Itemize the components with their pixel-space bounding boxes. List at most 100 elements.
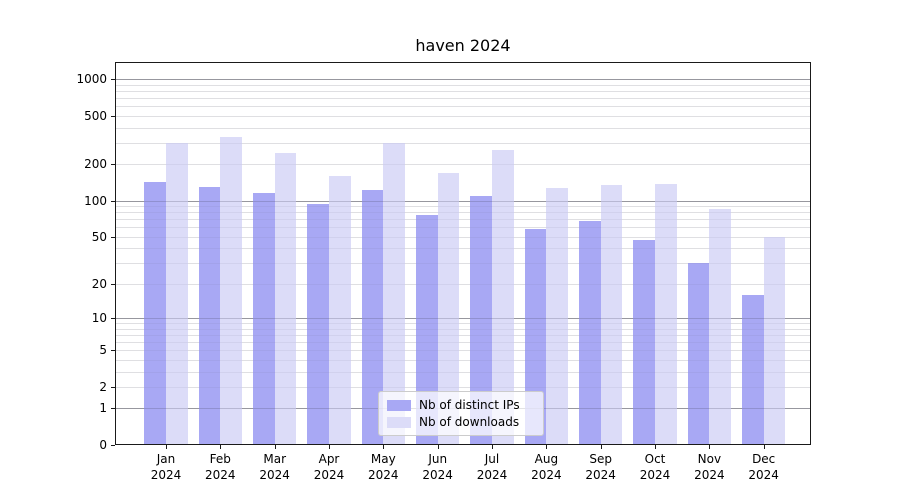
minor-gridline bbox=[115, 341, 811, 343]
x-tick-label: Oct 2024 bbox=[639, 452, 671, 482]
minor-gridline bbox=[115, 84, 811, 86]
bar-oct-2024-downloads bbox=[655, 184, 677, 445]
minor-gridline-overlay bbox=[115, 283, 811, 285]
minor-gridline-overlay bbox=[115, 106, 811, 108]
x-tick-mark bbox=[383, 445, 385, 449]
x-tick-mark bbox=[600, 445, 602, 449]
bar-aug-2024-downloads bbox=[546, 188, 569, 445]
minor-gridline bbox=[115, 328, 811, 330]
minor-gridline-overlay bbox=[115, 219, 811, 221]
x-tick-label: Nov 2024 bbox=[694, 452, 725, 482]
minor-gridline bbox=[115, 386, 811, 388]
x-tick-label: Jul 2024 bbox=[476, 452, 508, 482]
minor-gridline bbox=[115, 371, 811, 373]
bar-may-2024-distinct-ips bbox=[361, 189, 384, 445]
minor-gridline bbox=[115, 236, 811, 238]
minor-gridline bbox=[115, 248, 811, 250]
minor-gridline-overlay bbox=[115, 359, 811, 361]
x-tick-mark bbox=[709, 445, 711, 449]
minor-gridline-overlay bbox=[115, 115, 811, 117]
minor-gridline-overlay bbox=[115, 328, 811, 330]
minor-gridline-overlay bbox=[115, 127, 811, 129]
minor-gridline-overlay bbox=[115, 236, 811, 238]
bar-dec-2024-distinct-ips bbox=[742, 294, 764, 445]
bar-dec-2024-downloads bbox=[763, 236, 786, 445]
minor-gridline bbox=[115, 90, 811, 92]
x-tick-mark bbox=[546, 445, 548, 449]
y-tick-mark bbox=[111, 350, 115, 352]
y-tick-mark bbox=[111, 386, 115, 388]
minor-gridline-overlay bbox=[115, 164, 811, 166]
minor-gridline-overlay bbox=[115, 206, 811, 208]
minor-gridline-overlay bbox=[115, 227, 811, 229]
x-tick-mark bbox=[492, 445, 493, 449]
bar-jul-2024-downloads bbox=[492, 149, 514, 445]
minor-gridline bbox=[115, 106, 811, 108]
x-tick-label: Sep 2024 bbox=[585, 452, 616, 482]
bar-apr-2024-distinct-ips bbox=[307, 204, 329, 445]
x-tick-label: Jun 2024 bbox=[422, 452, 453, 482]
bar-may-2024-downloads bbox=[383, 143, 405, 445]
minor-gridline bbox=[115, 283, 811, 285]
x-tick-label: Dec 2024 bbox=[748, 452, 779, 482]
y-tick-label: 200 bbox=[84, 157, 107, 172]
minor-gridline-overlay bbox=[115, 371, 811, 373]
y-tick-label: 2 bbox=[99, 379, 107, 394]
y-tick-mark bbox=[111, 283, 115, 285]
minor-gridline bbox=[115, 127, 811, 129]
y-tick-label: 10 bbox=[91, 311, 107, 325]
x-tick-label: Mar 2024 bbox=[259, 452, 290, 482]
minor-gridline-overlay bbox=[115, 84, 811, 86]
x-tick-mark bbox=[220, 445, 222, 449]
minor-gridline-overlay bbox=[115, 263, 811, 265]
minor-gridline bbox=[115, 323, 811, 324]
chart-legend: Nb of distinct IPs Nb of downloads bbox=[378, 391, 544, 436]
legend-item-distinct-ips: Nb of distinct IPs bbox=[387, 398, 535, 412]
minor-gridline bbox=[115, 206, 811, 208]
legend-label-downloads: Nb of downloads bbox=[419, 415, 520, 429]
y-tick-label: 5 bbox=[99, 343, 107, 358]
chart-title: haven 2024 bbox=[415, 36, 511, 55]
bar-oct-2024-distinct-ips bbox=[633, 240, 655, 445]
major-gridline-overlay bbox=[115, 318, 811, 319]
minor-gridline bbox=[115, 98, 811, 99]
minor-gridline-overlay bbox=[115, 341, 811, 343]
bar-jun-2024-distinct-ips bbox=[416, 214, 438, 445]
minor-gridline bbox=[115, 227, 811, 229]
major-gridline bbox=[115, 318, 811, 319]
y-tick-mark bbox=[111, 164, 115, 166]
minor-gridline-overlay bbox=[115, 142, 811, 144]
minor-gridline bbox=[115, 212, 811, 214]
y-tick-mark bbox=[111, 318, 115, 319]
y-tick-label: 50 bbox=[91, 229, 107, 244]
bar-jun-2024-downloads bbox=[437, 172, 460, 445]
x-tick-mark bbox=[763, 445, 765, 449]
x-tick-mark bbox=[274, 445, 276, 449]
bar-nov-2024-downloads bbox=[709, 209, 732, 445]
x-tick-label: Apr 2024 bbox=[313, 452, 345, 482]
bar-feb-2024-distinct-ips bbox=[198, 187, 221, 445]
major-gridline-overlay bbox=[115, 79, 811, 81]
minor-gridline bbox=[115, 359, 811, 361]
y-tick-label: 1000 bbox=[76, 72, 107, 87]
bar-jan-2024-downloads bbox=[166, 142, 188, 445]
x-tick-mark bbox=[655, 445, 656, 449]
minor-gridline-overlay bbox=[115, 323, 811, 324]
minor-gridline-overlay bbox=[115, 90, 811, 92]
y-tick-mark bbox=[111, 79, 115, 81]
y-tick-mark bbox=[111, 408, 115, 410]
legend-swatch-distinct-ips bbox=[387, 399, 411, 411]
bar-sep-2024-downloads bbox=[600, 185, 623, 445]
bar-sep-2024-distinct-ips bbox=[579, 220, 601, 445]
minor-gridline-overlay bbox=[115, 248, 811, 250]
x-tick-label: Jan 2024 bbox=[150, 452, 182, 482]
minor-gridline-overlay bbox=[115, 334, 811, 336]
minor-gridline bbox=[115, 115, 811, 117]
bar-jul-2024-distinct-ips bbox=[470, 195, 492, 445]
minor-gridline bbox=[115, 350, 811, 352]
x-tick-mark bbox=[329, 445, 330, 449]
y-tick-label: 1 bbox=[99, 401, 107, 416]
y-tick-mark bbox=[111, 445, 115, 446]
bar-jan-2024-distinct-ips bbox=[144, 181, 166, 445]
